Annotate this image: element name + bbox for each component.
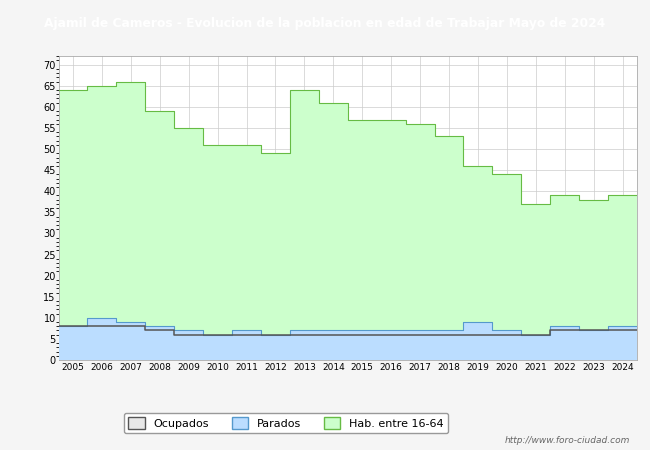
Text: foro-ciudad.com: foro-ciudad.com bbox=[246, 198, 450, 218]
Legend: Ocupados, Parados, Hab. entre 16-64: Ocupados, Parados, Hab. entre 16-64 bbox=[124, 413, 448, 433]
Text: http://www.foro-ciudad.com: http://www.foro-ciudad.com bbox=[505, 436, 630, 445]
Text: Ajamil de Cameros - Evolucion de la poblacion en edad de Trabajar Mayo de 2024: Ajamil de Cameros - Evolucion de la pobl… bbox=[44, 17, 606, 30]
